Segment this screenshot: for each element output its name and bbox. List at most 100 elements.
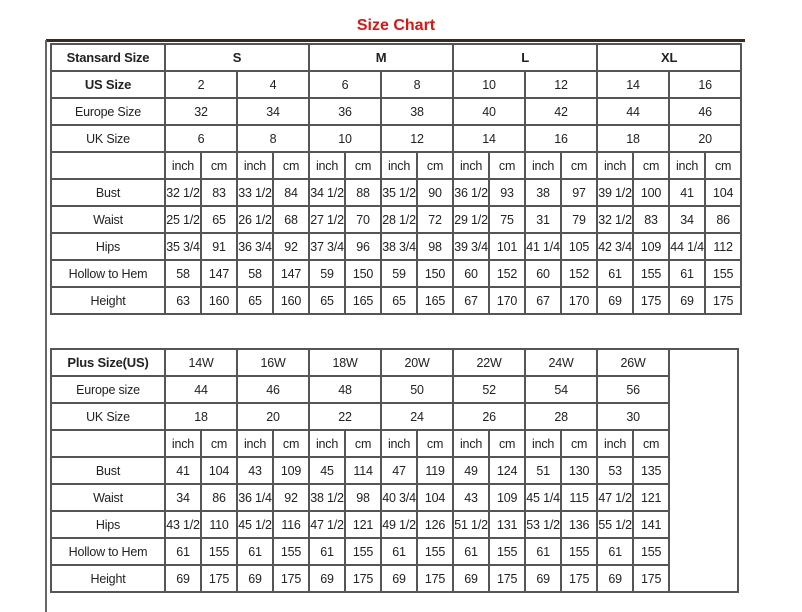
measurement-cell: 104 [704, 178, 743, 207]
measurement-cell: 69 [668, 286, 707, 315]
europe-size-cell: 46 [236, 375, 311, 404]
unit-inch: inch [308, 429, 347, 458]
unit-cm: cm [271, 151, 311, 180]
unit-cm: cm [632, 429, 671, 458]
measurement-row: Height 69 175 69 175 69 175 69 175 69 175 69 175 69 17… [50, 564, 738, 593]
unit-cm: cm [416, 151, 455, 180]
measurement-cell: 36 1/2 [452, 178, 491, 207]
unit-cm: cm [488, 429, 527, 458]
measurement-cell: 37 3/4 [308, 232, 347, 261]
measurement-cell: 98 [344, 483, 383, 512]
measurement-cell: 136 [560, 510, 599, 539]
measurement-cell: 175 [416, 564, 455, 593]
measurement-cell: 58 [236, 259, 274, 288]
plus-size-header: 16W [236, 348, 311, 377]
uk-size-cell: 20 [236, 402, 311, 431]
unit-inch: inch [596, 429, 635, 458]
uk-size-cell: 24 [380, 402, 455, 431]
measurement-cell: 175 [632, 564, 671, 593]
measurement-cell: 36 3/4 [236, 232, 274, 261]
us-size-cell: 8 [380, 70, 455, 99]
measurement-cell: 115 [560, 483, 599, 512]
measurement-cell: 67 [524, 286, 563, 315]
measurement-cell: 150 [416, 259, 455, 288]
measurement-cell: 121 [632, 483, 671, 512]
measurement-cell: 41 [164, 456, 202, 485]
europe-size-row: Europe Size 32 34 36 38 40 42 44 46 [50, 97, 743, 126]
measurement-cell: 101 [488, 232, 527, 261]
measurement-cell: 41 1/4 [524, 232, 563, 261]
unit-inch: inch [236, 429, 275, 458]
us-size-cell: 14 [596, 70, 671, 99]
row-label: UK Size [50, 124, 166, 153]
measurement-cell: 114 [344, 456, 383, 485]
table-header-label: Plus Size(US) [50, 348, 166, 377]
measurement-cell: 93 [488, 178, 527, 207]
measurement-cell: 38 1/2 [308, 483, 347, 512]
unit-cm: cm [344, 429, 383, 458]
measurement-cell: 160 [200, 286, 238, 315]
measurement-cell: 45 [308, 456, 347, 485]
uk-size-cell: 12 [380, 124, 455, 153]
row-label: Bust [50, 456, 166, 485]
measurement-cell: 175 [488, 564, 527, 593]
measurement-cell: 43 1/2 [164, 510, 202, 539]
measurement-cell: 147 [200, 259, 238, 288]
unit-inch: inch [668, 151, 707, 180]
uk-size-cell: 6 [164, 124, 238, 153]
measurement-cell: 39 1/2 [596, 178, 635, 207]
measurement-cell: 170 [560, 286, 599, 315]
measurement-cell: 67 [452, 286, 491, 315]
europe-size-cell: 52 [452, 375, 527, 404]
unit-inch: inch [452, 151, 491, 180]
row-label: Hips [50, 232, 166, 261]
measurement-row: Height 63 160 65 160 65 165 65 165 67 170 67 170 69 17… [50, 286, 743, 315]
measurement-cell: 175 [632, 286, 671, 315]
measurement-cell: 155 [416, 537, 455, 566]
unit-row: inch cm inch cm inch cm inch cm inch cm inch cm inch… [50, 151, 743, 180]
measurement-cell: 25 1/2 [164, 205, 202, 234]
measurement-cell: 152 [560, 259, 599, 288]
unit-cm: cm [704, 151, 743, 180]
measurement-cell: 155 [488, 537, 527, 566]
measurement-cell: 112 [704, 232, 743, 261]
measurement-cell: 45 1/4 [524, 483, 563, 512]
row-label: Europe Size [50, 97, 166, 126]
measurement-cell: 121 [344, 510, 383, 539]
measurement-cell: 44 1/4 [668, 232, 707, 261]
row-label: Hips [50, 510, 166, 539]
measurement-cell: 26 1/2 [236, 205, 274, 234]
uk-size-cell: 16 [524, 124, 599, 153]
unit-inch: inch [596, 151, 635, 180]
measurement-cell: 69 [452, 564, 491, 593]
measurement-cell: 175 [704, 286, 743, 315]
measurement-cell: 175 [199, 564, 239, 593]
measurement-cell: 155 [272, 537, 311, 566]
row-label: Hollow to Hem [50, 259, 166, 288]
measurement-cell: 155 [344, 537, 383, 566]
measurement-cell: 42 3/4 [596, 232, 635, 261]
measurement-cell: 126 [416, 510, 455, 539]
measurement-cell: 155 [560, 537, 599, 566]
measurement-cell: 83 [632, 205, 671, 234]
measurement-cell: 165 [416, 286, 455, 315]
plus-size-header: 26W [596, 348, 671, 377]
uk-size-cell: 28 [524, 402, 599, 431]
measurement-cell: 65 [308, 286, 347, 315]
uk-size-cell: 18 [596, 124, 671, 153]
measurement-cell: 47 1/2 [596, 483, 635, 512]
measurement-cell: 28 1/2 [380, 205, 419, 234]
unit-cm: cm [344, 151, 383, 180]
measurement-cell: 100 [632, 178, 671, 207]
unit-inch: inch [380, 151, 419, 180]
size-group-header: L [452, 43, 599, 72]
uk-size-row: UK Size 18 20 22 24 26 28 30 [50, 402, 738, 431]
uk-size-cell: 18 [163, 402, 239, 431]
measurement-cell: 35 1/2 [380, 178, 419, 207]
size-group-header: M [308, 43, 455, 72]
measurement-cell: 49 1/2 [380, 510, 419, 539]
us-size-cell: 4 [235, 70, 311, 99]
measurement-cell: 155 [632, 537, 671, 566]
unit-inch: inch [308, 151, 347, 180]
measurement-cell: 104 [199, 456, 239, 485]
